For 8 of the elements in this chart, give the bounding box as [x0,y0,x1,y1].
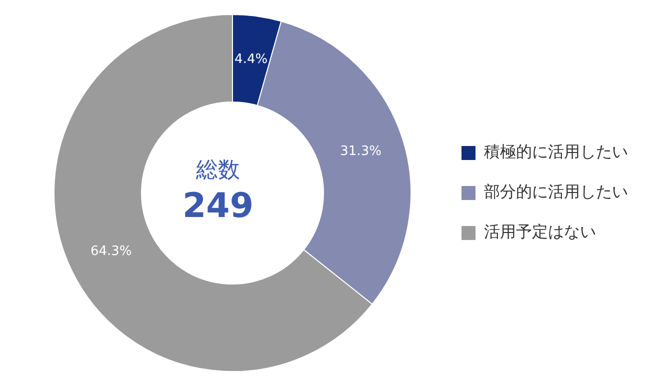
text: 総数 [195,157,241,185]
data-label: 4.4% [234,52,268,67]
legend-label: 部分的に活用したい [484,182,628,202]
data-label: 31.3% [340,144,382,160]
legend-label: 活用予定はない [484,222,596,242]
legend-label: 積極的に活用したい [484,142,628,162]
data-label: 64.3% [90,244,132,259]
text: 249 [182,186,254,226]
